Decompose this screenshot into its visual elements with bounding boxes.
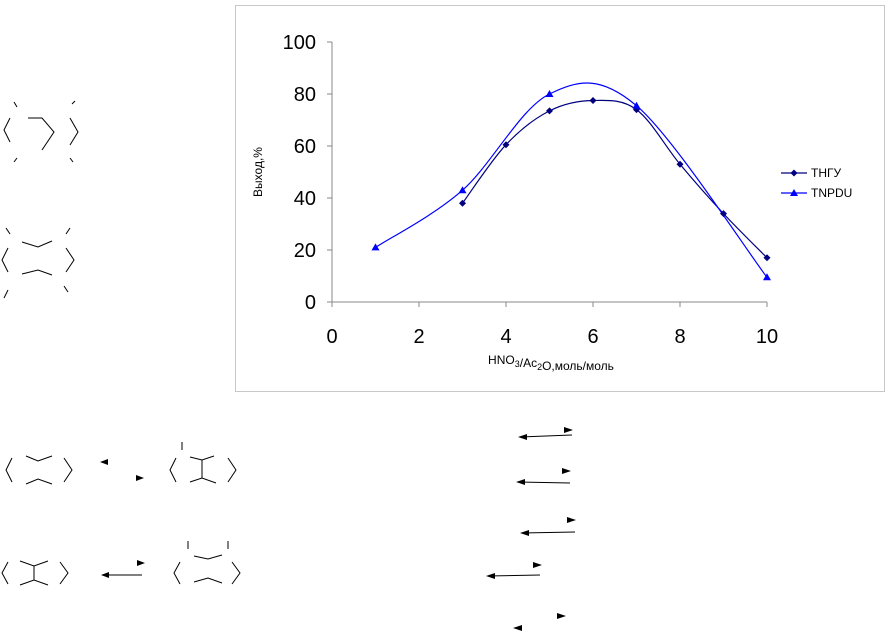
- x-tick-label: 6: [587, 326, 598, 348]
- y-tick-label: 60: [294, 136, 316, 158]
- series-line-0: [462, 99, 768, 259]
- data-point-diamond: [546, 107, 553, 115]
- data-point-triangle: [632, 101, 641, 109]
- x-tick-label: 0: [326, 326, 337, 348]
- data-point-diamond: [676, 160, 684, 168]
- molecule-fragment-2: [1, 227, 75, 299]
- data-point-diamond: [589, 97, 597, 104]
- data-point-diamond: [720, 210, 727, 218]
- x-tick-label: 4: [500, 326, 511, 348]
- y-tick-label: 40: [294, 188, 316, 210]
- data-point-triangle: [545, 90, 554, 97]
- y-axis-label: Выход,%: [251, 147, 265, 197]
- arrow-heads: [100, 427, 576, 631]
- molecule-fragment-4: [1, 541, 241, 586]
- molecule-fragment-1: [3, 100, 79, 163]
- y-tick-label: 20: [294, 240, 316, 262]
- x-tick-label: 2: [413, 326, 424, 348]
- axes: [327, 41, 768, 307]
- x-tick-label: 8: [674, 326, 685, 348]
- y-tick-label: 0: [305, 292, 316, 314]
- x-tick-label: 10: [756, 326, 778, 348]
- data-point-triangle: [458, 186, 467, 194]
- molecule-fragment-3: [5, 442, 237, 485]
- data-point-diamond: [459, 199, 466, 207]
- y-tick-label: 100: [283, 32, 316, 54]
- legend-label: ТНГУ: [811, 166, 841, 180]
- legend: ТНГУ TNPDU: [781, 166, 852, 200]
- data-point-triangle: [371, 243, 380, 251]
- data-point-diamond: [502, 141, 510, 149]
- chart-panel: 0 20 40 60 80 100 0 2 4 6 8 10 HNO3/Ac2O,моль/моль …: [235, 5, 885, 392]
- series-lines: [375, 82, 768, 278]
- reaction-arrows: [102, 434, 576, 577]
- legend-marker: [790, 189, 798, 196]
- legend-label: TNPDU: [811, 186, 852, 200]
- y-tick-label: 80: [294, 84, 316, 106]
- data-markers: [371, 90, 771, 281]
- legend-marker: [790, 169, 798, 177]
- x-axis-label: HNO3/Ac2O,моль/моль: [488, 353, 614, 373]
- data-point-triangle: [763, 273, 771, 281]
- series-line-1: [375, 82, 768, 278]
- tick-labels: 0 20 40 60 80 100 0 2 4 6 8 10: [283, 32, 779, 348]
